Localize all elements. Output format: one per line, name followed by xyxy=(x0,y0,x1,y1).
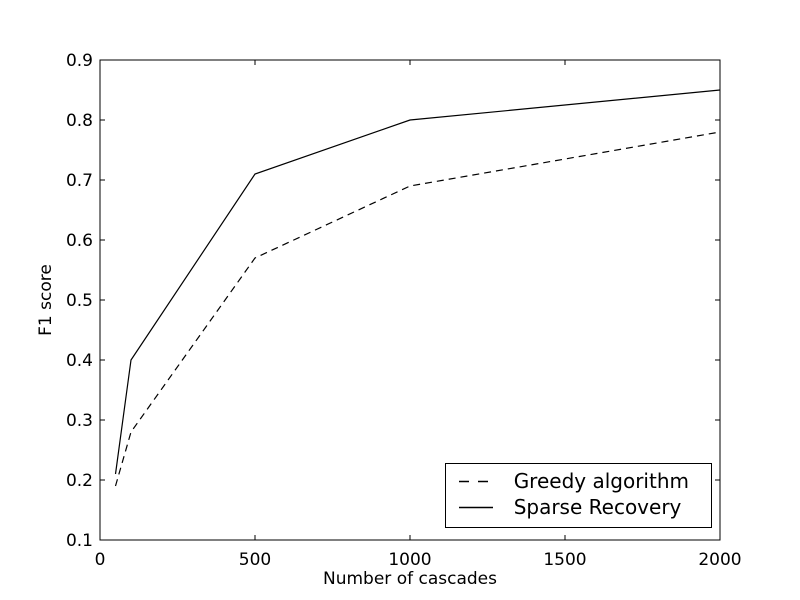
legend-label: Sparse Recovery xyxy=(513,495,682,519)
legend: Greedy algorithm Sparse Recovery xyxy=(444,463,712,528)
y-tick-label: 0.6 xyxy=(66,231,93,251)
y-tick-label: 0.8 xyxy=(66,111,93,131)
y-tick-label: 0.5 xyxy=(66,291,93,311)
x-tick-label: 500 xyxy=(239,550,271,570)
solid-line-sample xyxy=(458,506,493,509)
y-tick-label: 0.2 xyxy=(66,471,93,491)
y-tick-label: 0.4 xyxy=(66,351,93,371)
series-line-sparse-recovery xyxy=(114,89,721,475)
y-axis-label: F1 score xyxy=(36,264,56,336)
y-tick-label: 0.1 xyxy=(66,531,93,551)
legend-entry-sparse: Sparse Recovery xyxy=(458,495,689,520)
legend-label: Greedy algorithm xyxy=(513,469,689,493)
y-tick-label: 0.7 xyxy=(66,171,93,191)
legend-entry-greedy: Greedy algorithm xyxy=(458,469,689,494)
dashed-line-sample xyxy=(458,480,493,483)
x-tick-label: 0 xyxy=(95,550,106,570)
y-tick-label: 0.3 xyxy=(66,411,93,431)
series-line-greedy-algorithm xyxy=(114,131,721,487)
y-tick-label: 0.9 xyxy=(66,51,93,71)
x-tick-label: 1500 xyxy=(543,550,586,570)
x-tick-label: 1000 xyxy=(388,550,431,570)
x-tick-label: 2000 xyxy=(698,550,741,570)
x-axis-label: Number of cascades xyxy=(323,569,497,589)
